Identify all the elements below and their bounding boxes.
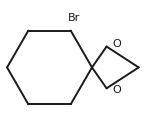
Text: O: O bbox=[112, 85, 121, 95]
Text: O: O bbox=[112, 39, 121, 49]
Text: Br: Br bbox=[68, 13, 80, 23]
